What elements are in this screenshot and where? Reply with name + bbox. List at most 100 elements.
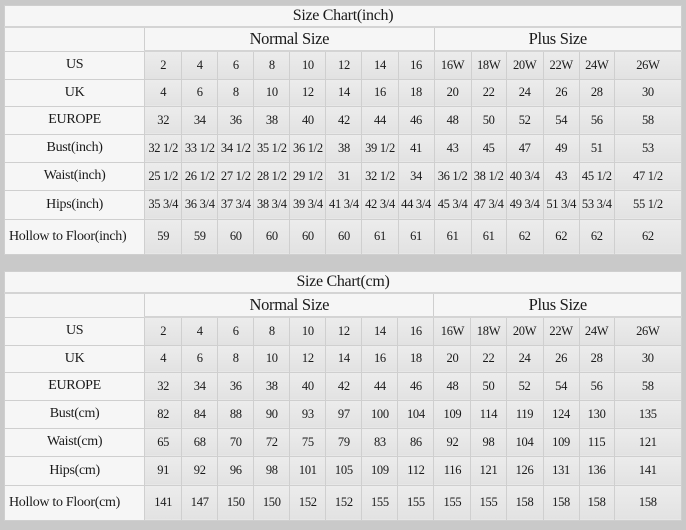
table-cell: 98 — [253, 455, 291, 486]
table-row: US 2 4 6 8 10 12 14 16 16W 18W 20W 22W 24W 26W — [3, 316, 683, 346]
table-cell: 41 — [397, 133, 435, 163]
table-cell: 10 — [253, 78, 291, 107]
table-cell: 83 — [361, 427, 399, 457]
table-cell: 8 — [217, 344, 255, 373]
table-cell: 32 1/2 — [144, 133, 183, 163]
table-cell: 34 1/2 — [217, 133, 255, 163]
table-cell: 62 — [578, 218, 615, 255]
table-cell: 50 — [470, 105, 507, 135]
table-cell: 18W — [470, 316, 507, 346]
row-label: Hollow to Floor(cm) — [3, 484, 146, 521]
table-cell: 52 — [505, 105, 544, 135]
table-cell: 2 — [144, 50, 183, 80]
table-cell: 28 — [578, 78, 615, 107]
table-cell: 42 3/4 — [361, 189, 399, 220]
table-cell: 30 — [613, 78, 683, 107]
table-cell: 35 1/2 — [253, 133, 291, 163]
table-cell: 42 — [325, 371, 363, 401]
table-cell: 18W — [470, 50, 507, 80]
table-cell: 68 — [181, 427, 219, 457]
table-cell: 116 — [433, 455, 472, 486]
table-cell: 126 — [505, 455, 544, 486]
table-cell: 26 — [542, 344, 580, 373]
table-cell: 48 — [433, 371, 472, 401]
table-cell: 150 — [217, 484, 255, 521]
table-cell: 90 — [253, 399, 291, 429]
row-label: Waist(inch) — [3, 161, 146, 191]
table-cell: 158 — [505, 484, 544, 521]
table-cell: 47 — [505, 133, 544, 163]
table-cell: 54 — [542, 371, 580, 401]
table-cell: 150 — [253, 484, 291, 521]
table-cell: 155 — [361, 484, 399, 521]
table-cell: 24W — [578, 50, 615, 80]
table-cell: 27 1/2 — [217, 161, 255, 191]
table-cell: 18 — [397, 344, 435, 373]
row-label: US — [3, 316, 146, 346]
table-cell: 152 — [289, 484, 327, 521]
table-cell: 47 3/4 — [470, 189, 507, 220]
table-cell: 38 3/4 — [253, 189, 291, 220]
table-cell: 124 — [542, 399, 580, 429]
table-row: UK 4 6 8 10 12 14 16 18 20 22 24 26 28 30 — [3, 344, 683, 373]
chart-title: Size Chart(inch) — [4, 5, 682, 28]
table-row: Hollow to Floor(inch) 59 59 60 60 60 60 61 61 61 6… — [3, 218, 683, 255]
table-cell: 39 1/2 — [361, 133, 399, 163]
row-label: Bust(cm) — [3, 399, 146, 429]
table-cell: 10 — [289, 316, 327, 346]
row-label: Bust(inch) — [3, 133, 146, 163]
table-cell: 92 — [181, 455, 219, 486]
table-cell: 114 — [470, 399, 507, 429]
table-cell: 44 — [361, 371, 399, 401]
table-cell: 104 — [505, 427, 544, 457]
table-cell: 10 — [289, 50, 327, 80]
table-cell: 26 1/2 — [181, 161, 219, 191]
table-row: Hips(inch) 35 3/4 36 3/4 37 3/4 38 3/4 39 3/4… — [3, 189, 683, 220]
table-cell: 12 — [289, 78, 327, 107]
table-row: Hollow to Floor(cm) 141 147 150 150 152 152 155… — [3, 484, 683, 521]
table-cell: 12 — [325, 50, 363, 80]
size-table: Size Chart(inch) Normal Size Plus Size US 2 4… — [3, 5, 683, 255]
table-cell: 36 3/4 — [181, 189, 219, 220]
row-label: Waist(cm) — [3, 427, 146, 457]
table-cell: 59 — [181, 218, 219, 255]
table-cell: 4 — [144, 78, 183, 107]
table-cell: 60 — [253, 218, 291, 255]
table-cell: 22 — [470, 344, 507, 373]
table-cell: 28 1/2 — [253, 161, 291, 191]
table-cell: 8 — [217, 78, 255, 107]
table-cell: 40 3/4 — [505, 161, 544, 191]
table-cell: 58 — [613, 105, 683, 135]
row-label: Hollow to Floor(inch) — [3, 218, 146, 255]
title-row: Size Chart(inch) — [4, 5, 682, 28]
table-cell: 32 — [144, 105, 183, 135]
table-cell: 16W — [433, 50, 472, 80]
table-cell: 40 — [289, 371, 327, 401]
table-cell: 131 — [542, 455, 580, 486]
table-cell: 26W — [613, 316, 683, 346]
table-cell: 61 — [397, 218, 435, 255]
table-cell: 56 — [578, 371, 615, 401]
title-row: Size Chart(cm) — [4, 271, 682, 294]
table-row: UK 4 6 8 10 12 14 16 18 20 22 24 26 28 30 — [3, 78, 683, 107]
table-cell: 16 — [361, 344, 399, 373]
table-cell: 39 3/4 — [289, 189, 327, 220]
table-cell: 158 — [578, 484, 615, 521]
table-cell: 82 — [144, 399, 183, 429]
table-cell: 75 — [289, 427, 327, 457]
table-cell: 79 — [325, 427, 363, 457]
table-cell: 24 — [505, 78, 544, 107]
table-cell: 12 — [289, 344, 327, 373]
size-chart-inch: Size Chart(inch) Normal Size Plus Size US 2 4… — [3, 5, 683, 255]
table-cell: 28 — [578, 344, 615, 373]
table-cell: 101 — [289, 455, 327, 486]
table-cell: 14 — [325, 78, 363, 107]
table-cell: 6 — [181, 78, 219, 107]
table-cell: 26W — [613, 50, 683, 80]
table-cell: 43 — [542, 161, 580, 191]
table-cell: 16 — [397, 50, 435, 80]
row-label: UK — [3, 344, 146, 373]
table-cell: 141 — [613, 455, 683, 486]
table-cell: 38 — [253, 371, 291, 401]
table-cell: 46 — [397, 105, 435, 135]
